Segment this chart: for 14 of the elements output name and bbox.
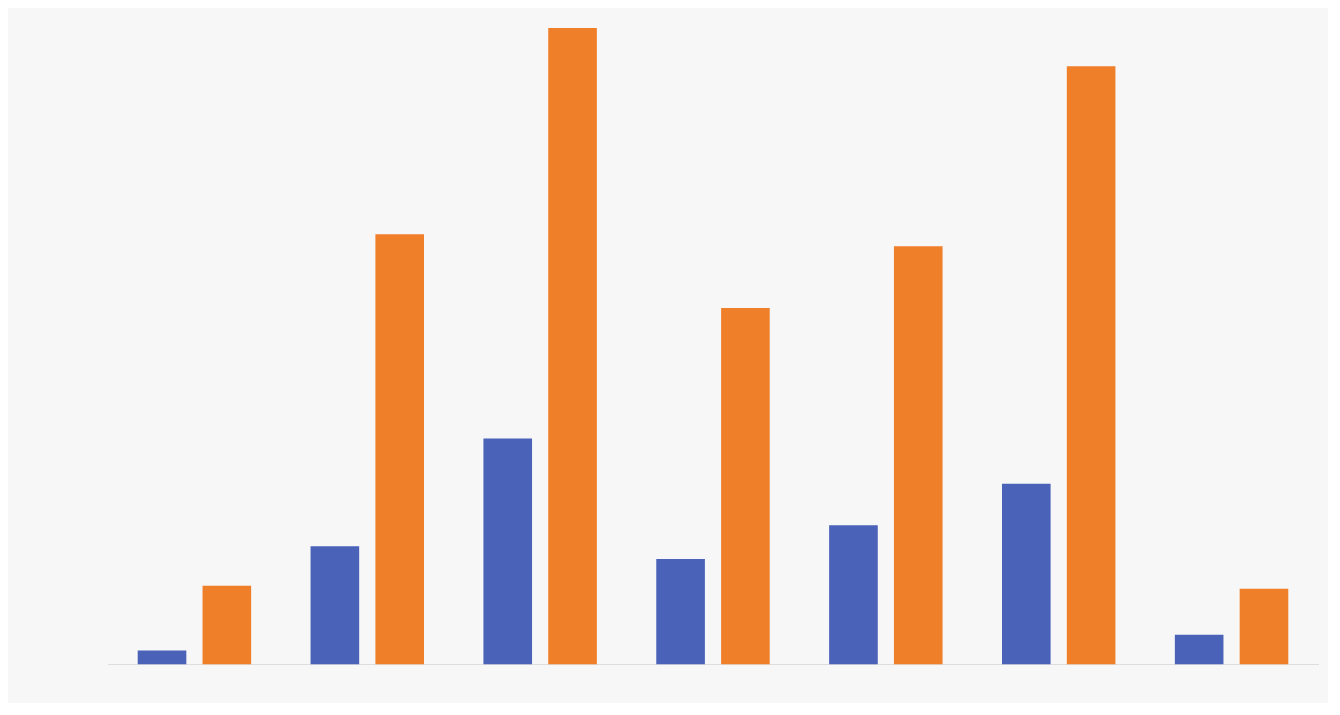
bar [310,546,360,665]
bar [1066,66,1116,665]
bar [829,525,878,665]
bar [1174,634,1224,665]
bar [1239,588,1289,665]
bar [202,585,252,665]
bar [137,650,187,665]
bar [656,558,705,665]
bar [375,234,424,665]
bar [721,308,770,665]
bar [483,438,533,665]
bar [1002,483,1051,665]
bar [548,28,597,665]
bar [893,246,943,665]
